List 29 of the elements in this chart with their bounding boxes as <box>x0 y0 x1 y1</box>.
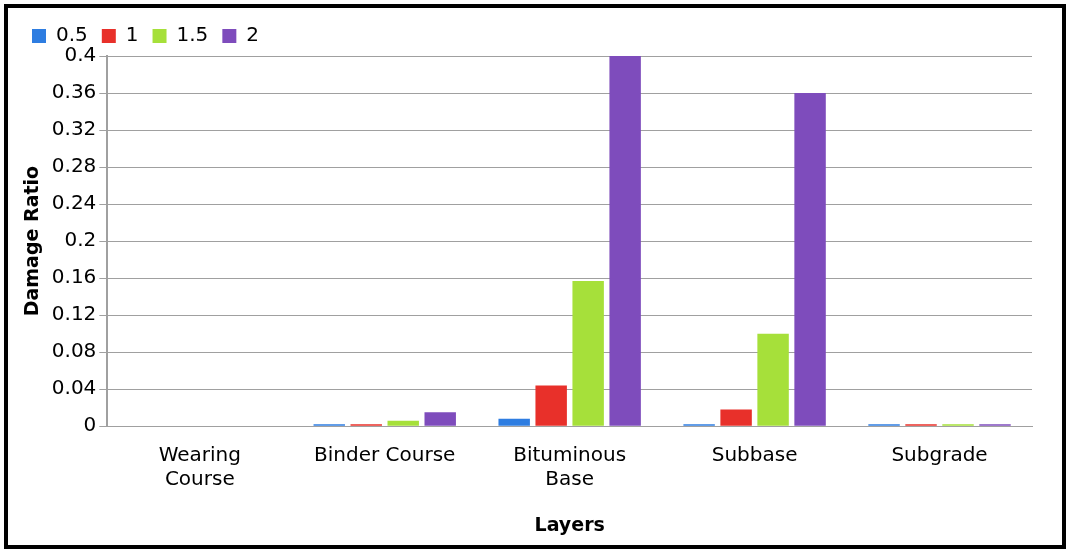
y-tick-label: 0.08 <box>51 338 97 363</box>
y-tick-label: 0.12 <box>51 301 97 326</box>
y-tick-label: 0.24 <box>51 190 97 215</box>
x-tick-label: Wearing Course <box>158 442 241 491</box>
bar <box>424 412 456 426</box>
bar <box>757 333 789 426</box>
bar <box>794 93 826 426</box>
legend-label: 1 <box>125 22 139 47</box>
y-tick-label: 0.04 <box>51 375 97 400</box>
legend-label: 1.5 <box>176 22 209 47</box>
x-axis-title: Layers <box>534 512 605 535</box>
y-tick-label: 0.36 <box>51 79 97 104</box>
bar <box>535 385 567 426</box>
x-tick-label: Subbase <box>711 442 798 467</box>
bar <box>387 420 419 426</box>
y-tick-label: 0.28 <box>51 153 97 178</box>
y-tick-label: 0.16 <box>51 264 97 289</box>
bar <box>720 409 752 426</box>
x-tick-label: Subgrade <box>891 442 988 467</box>
bar <box>609 56 641 426</box>
y-tick-label: 0.2 <box>64 227 97 252</box>
y-tick-label: 0.32 <box>51 116 97 141</box>
y-axis-title: Damage Ratio <box>20 165 43 317</box>
bar <box>572 280 604 426</box>
x-tick-label: Bituminous Base <box>513 442 627 491</box>
y-tick-label: 0 <box>83 412 97 437</box>
legend-label: 2 <box>246 22 260 47</box>
bar <box>498 418 530 426</box>
x-tick-label: Binder Course <box>314 442 456 467</box>
